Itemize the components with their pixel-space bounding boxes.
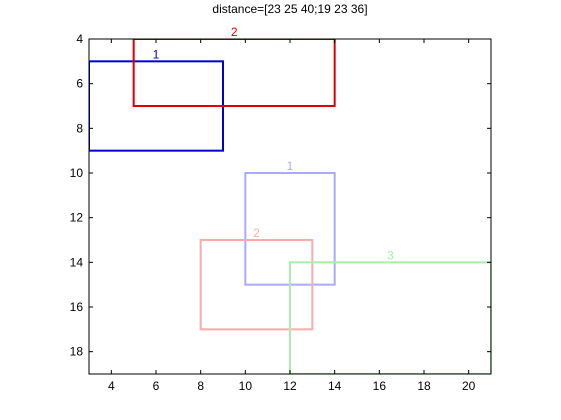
rect-label-1: 2 [231,25,238,39]
rect-label-2: 1 [287,159,294,173]
rect-label-4: 3 [387,248,394,262]
y-tick-label-1: 6 [76,77,83,91]
x-tick-label-7: 18 [417,379,431,393]
x-tick-label-2: 8 [197,379,204,393]
x-tick-label-8: 20 [462,379,476,393]
x-tick-label-0: 4 [108,379,115,393]
chart-title: distance=[23 25 40;19 23 36] [212,2,367,16]
y-tick-label-3: 10 [70,166,84,180]
rect-label-0: 1 [153,47,160,61]
y-tick-label-5: 14 [70,255,84,269]
x-tick-label-4: 12 [283,379,297,393]
x-tick-label-6: 16 [373,379,387,393]
y-tick-label-2: 8 [76,121,83,135]
y-tick-label-4: 12 [70,211,84,225]
rect-label-3: 2 [253,226,260,240]
y-tick-label-6: 16 [70,300,84,314]
x-tick-label-3: 10 [239,379,253,393]
x-tick-label-1: 6 [153,379,160,393]
y-tick-label-0: 4 [76,32,83,46]
x-tick-label-5: 14 [328,379,342,393]
y-tick-label-7: 18 [70,345,84,359]
